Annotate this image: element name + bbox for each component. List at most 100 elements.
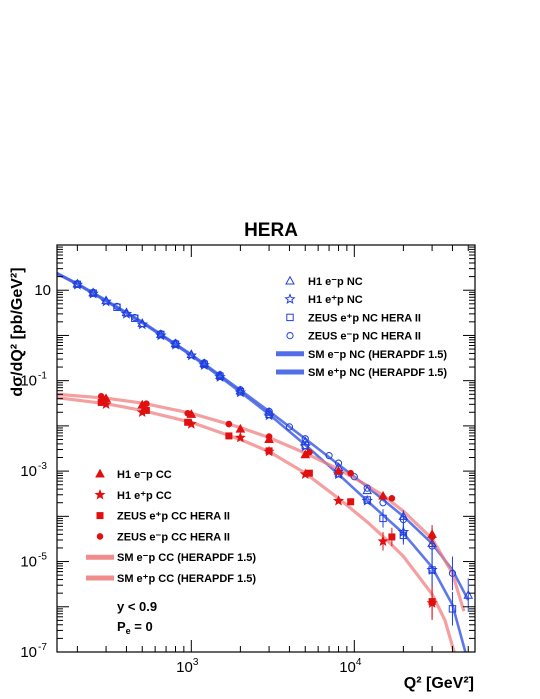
data-point — [428, 533, 436, 541]
legend-label: ZEUS e⁻p CC HERA II — [117, 531, 230, 543]
legend-label: ZEUS e⁺p CC HERA II — [117, 511, 230, 523]
x-axis-title: Q² [GeV²] — [404, 675, 474, 692]
data-point — [305, 469, 313, 477]
axis-ticks — [57, 245, 475, 653]
legend-marker — [96, 512, 104, 520]
data-point — [184, 418, 192, 426]
data-point — [362, 485, 373, 495]
legend-marker — [94, 489, 106, 500]
data-point — [157, 329, 165, 338]
y-tick-label-1: 10-1 — [20, 371, 47, 390]
data-point — [265, 407, 273, 415]
data-point — [142, 406, 150, 414]
data-point — [265, 433, 273, 440]
data-point — [301, 435, 309, 443]
data-point — [388, 495, 396, 502]
data-point — [377, 535, 389, 547]
x-tick-label-0: 103 — [176, 657, 199, 676]
legend-entry-0: H1 e⁻p NC — [285, 275, 363, 288]
legend-nc: H1 e⁻p NC H1 e⁺p NC ZEUS e⁺p NC HERA II ZEU… — [276, 275, 447, 379]
y-tick-label-2: 10-3 — [20, 461, 47, 480]
legend-entry-0: H1 e⁻p CC — [95, 468, 172, 481]
data-point — [378, 490, 388, 500]
legend-entry-2: ZEUS e⁺p CC HERA II — [96, 511, 230, 523]
plot-frame — [56, 244, 476, 653]
legend-entry-1: H1 e⁺p CC — [94, 489, 172, 502]
data-point — [363, 484, 371, 492]
chart-title: HERA — [244, 220, 298, 241]
data-point — [463, 590, 474, 599]
data-point — [265, 410, 273, 419]
y-tick-label-0: 10 — [34, 282, 51, 299]
data-point — [113, 302, 121, 310]
data-point — [333, 495, 345, 506]
legend-label: SM e⁻p CC (HERAPDF 1.5) — [117, 552, 256, 564]
data-point — [100, 295, 112, 307]
data-point — [89, 288, 97, 296]
legend-label: H1 e⁺p CC — [117, 490, 172, 502]
data-point — [347, 498, 355, 506]
data-point — [97, 393, 105, 400]
legend-label: H1 e⁻p NC — [308, 276, 363, 288]
y-tick-labels: 10 10-1 10-3 10-5 10-7 — [20, 282, 51, 661]
data-point — [428, 566, 436, 574]
legend-cc: H1 e⁻p CC H1 e⁺p CC ZEUS e⁺p CC HERA II ZEU… — [86, 468, 256, 585]
legend-entry-5: SM e⁺p NC (HERAPDF 1.5) — [276, 367, 447, 379]
legend-marker — [286, 332, 294, 340]
data-point — [97, 398, 105, 406]
data-point — [225, 432, 233, 440]
legend-entry-1: H1 e⁺p NC — [284, 293, 363, 306]
y-axis-title: dσ/dQ² [pb/GeV²] — [9, 267, 26, 396]
legend-entry-3: ZEUS e⁻p NC HERA II — [286, 331, 421, 343]
data-point — [264, 407, 274, 416]
annotation-y-cut: y < 0.9 — [117, 599, 157, 614]
data-point — [306, 449, 313, 456]
data-point — [265, 447, 273, 455]
series-6 — [97, 398, 436, 619]
legend-marker — [284, 293, 296, 305]
annotation-pol-value: = 0 — [131, 619, 153, 634]
data-point — [199, 358, 210, 367]
data-point — [350, 473, 358, 481]
data-point — [448, 569, 457, 577]
data-point — [285, 423, 294, 431]
data-point — [200, 359, 208, 367]
data-point — [428, 598, 436, 606]
legend-label: SM e⁺p NC (HERAPDF 1.5) — [308, 367, 447, 379]
data-point — [388, 533, 396, 541]
annotation-polarisation: Pe = 0 — [117, 619, 153, 636]
data-point — [379, 514, 387, 523]
data-point — [184, 409, 191, 417]
data-point — [363, 496, 371, 504]
legend-entry-3: ZEUS e⁻p CC HERA II — [96, 531, 230, 543]
data-point — [236, 388, 245, 396]
legend-label: H1 e⁻p CC — [117, 469, 172, 481]
data-point — [171, 339, 180, 347]
annotation-pol-symbol: P — [117, 619, 126, 634]
y-tick-label-4: 10-7 — [20, 642, 47, 661]
data-point — [379, 499, 387, 507]
series-7 — [97, 393, 436, 547]
data-point — [225, 420, 233, 428]
legend-label: H1 e⁺p NC — [308, 294, 363, 306]
data-point — [235, 385, 246, 395]
y-tick-label-3: 10-5 — [20, 552, 47, 571]
legend-label: ZEUS e⁺p NC HERA II — [308, 312, 421, 324]
model-curve-2 — [56, 392, 466, 612]
x-tick-labels: 103 104 — [176, 657, 362, 676]
legend-marker — [95, 468, 105, 478]
legend-entry-4: SM e⁻p NC (HERAPDF 1.5) — [276, 349, 447, 361]
data-point — [448, 605, 457, 613]
legend-label: SM e⁺p CC (HERAPDF 1.5) — [117, 573, 256, 585]
legend-marker — [286, 313, 294, 322]
data-point — [236, 386, 244, 394]
data-point — [136, 318, 148, 330]
data-point — [333, 465, 344, 475]
data-point — [143, 400, 150, 407]
data-point — [73, 280, 81, 288]
legend-label: ZEUS e⁻p NC HERA II — [308, 331, 421, 343]
legend-entry-5: SM e⁺p CC (HERAPDF 1.5) — [86, 573, 256, 585]
model-curve-3 — [56, 396, 456, 653]
annotation-pol-sub: e — [126, 626, 131, 636]
